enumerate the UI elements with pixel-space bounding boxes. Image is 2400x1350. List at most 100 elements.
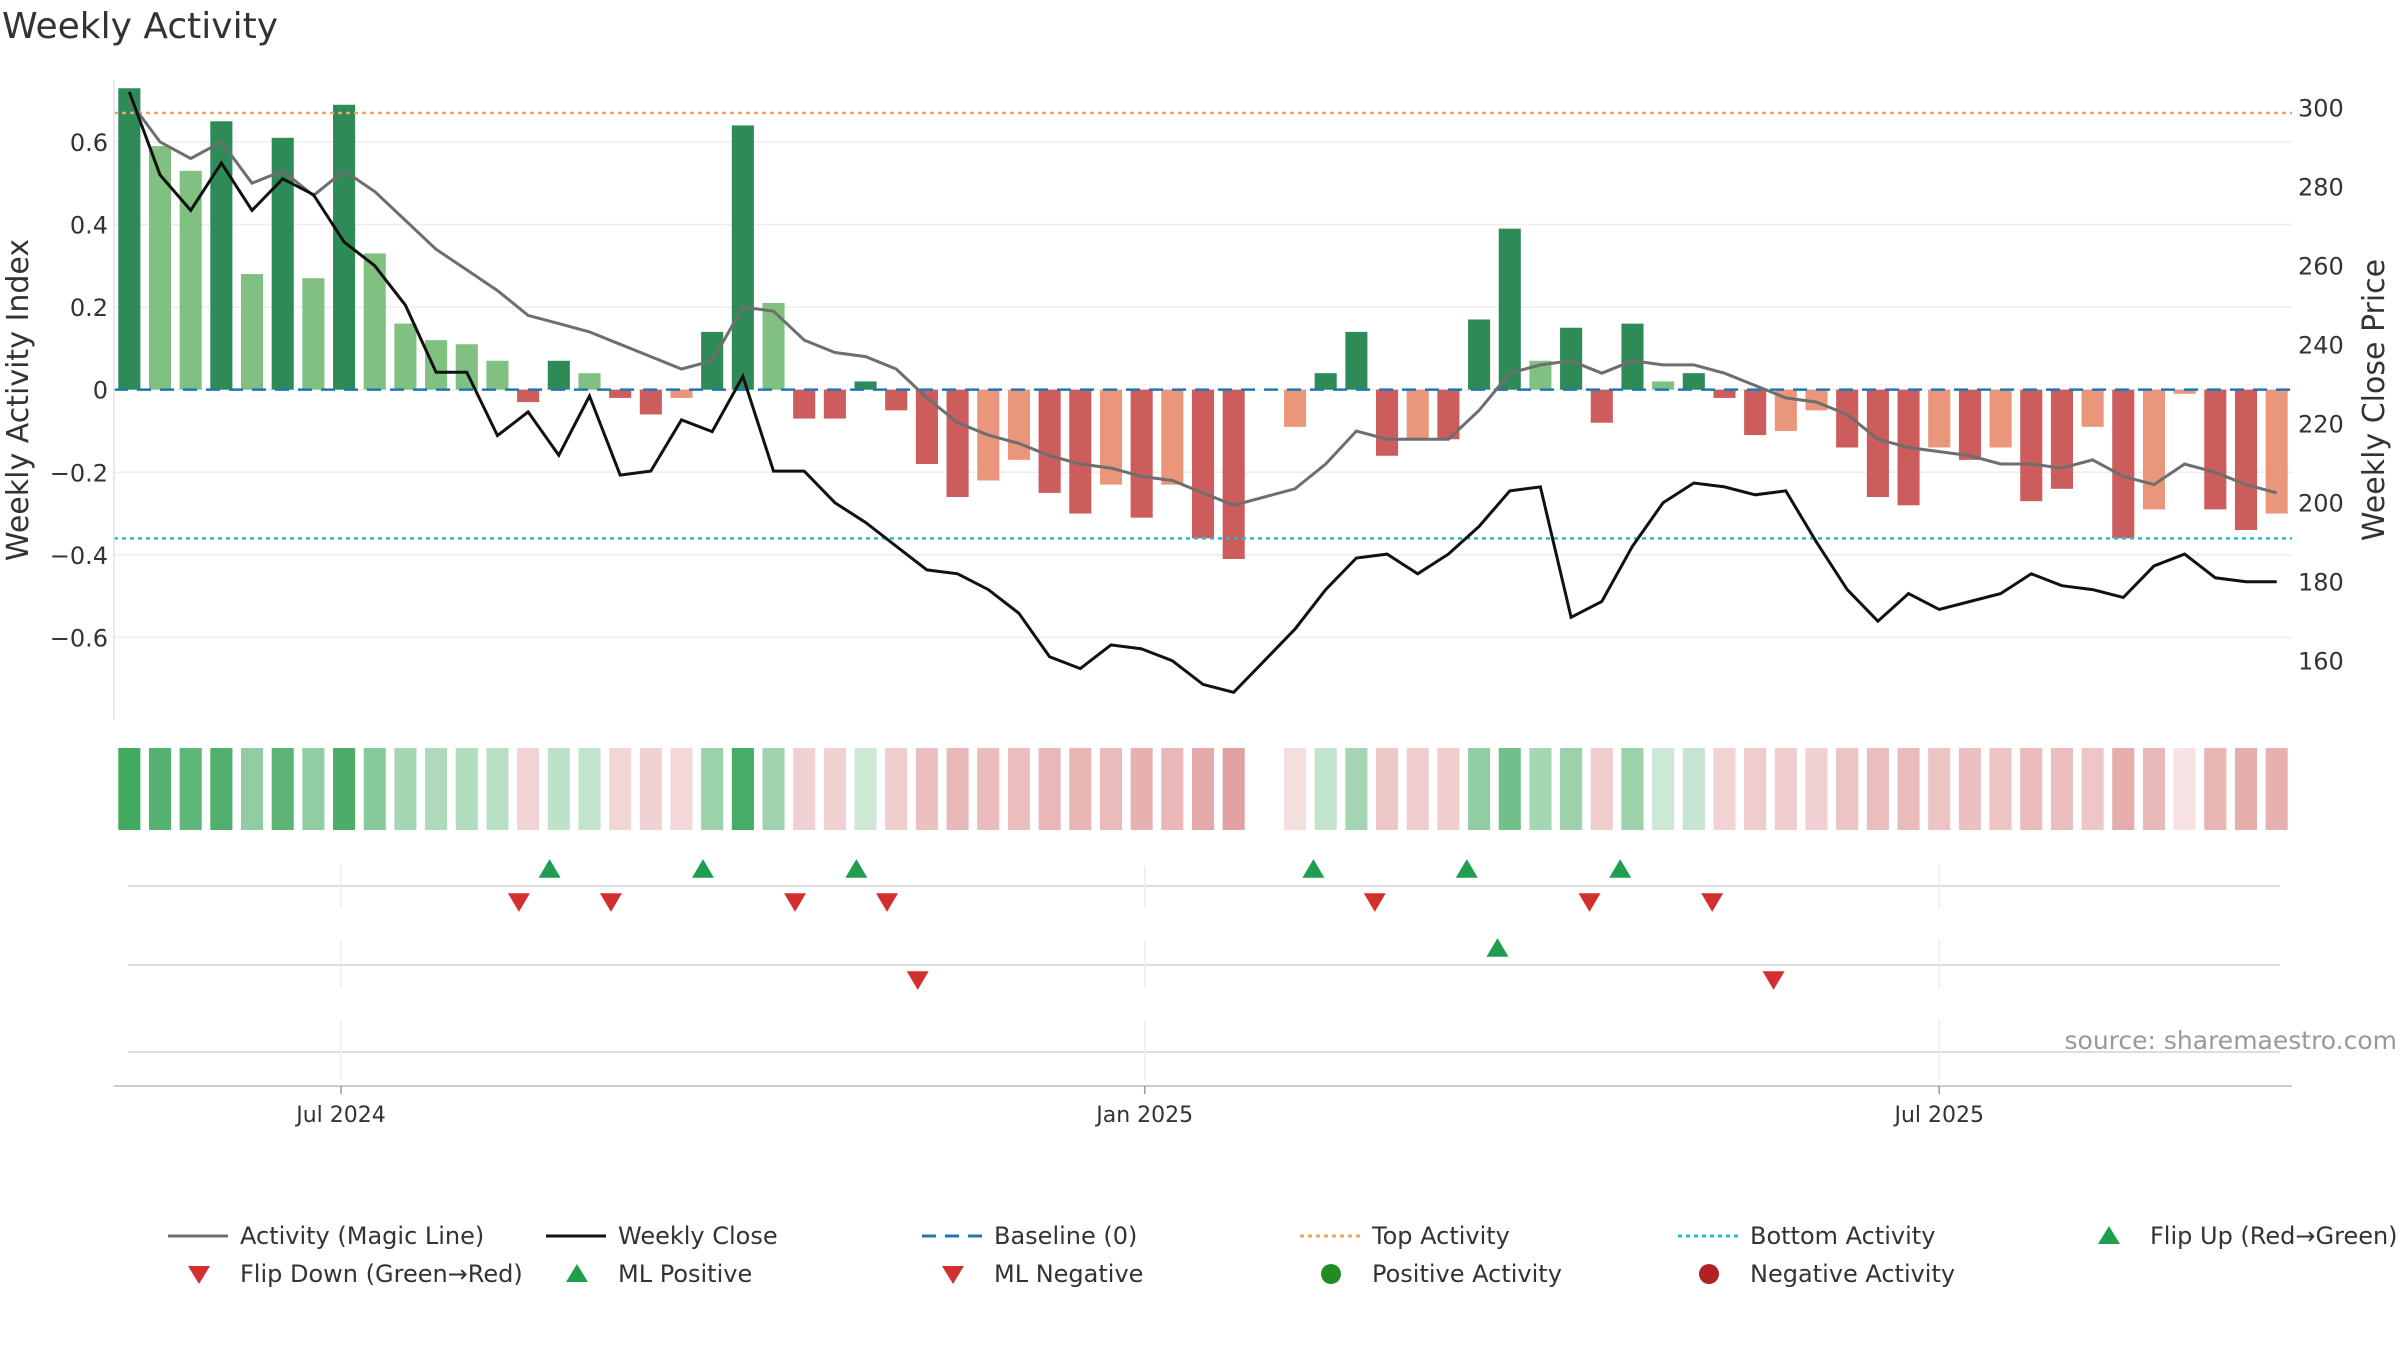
activity-bar: [1498, 228, 1521, 390]
x-tick-label: Jul 2024: [294, 1103, 386, 1128]
heat-cell: [1928, 748, 1951, 830]
heat-cell: [425, 748, 448, 830]
activity-bar: [793, 389, 816, 419]
activity-bar: [271, 137, 294, 390]
activity-bar: [302, 278, 325, 390]
activity-bar: [1560, 327, 1583, 390]
weekly-close-line: [127, 91, 2277, 694]
heat-cell: [2234, 748, 2258, 830]
heat-cell: [179, 748, 202, 830]
activity-bar: [2142, 389, 2166, 510]
heat-cell: [2112, 748, 2135, 830]
heat-cell: [1314, 748, 1337, 830]
flip-down-marker: [876, 893, 899, 912]
ml-negative-marker: [906, 971, 929, 990]
activity-bar: [885, 389, 908, 411]
y2-tick-label: 220: [2298, 411, 2344, 439]
legend-swatch: [942, 1266, 964, 1284]
activity-bar: [394, 323, 417, 390]
heat-cell: [2204, 748, 2227, 830]
activity-bar: [1038, 389, 1061, 493]
heat-cell: [2020, 748, 2043, 830]
heat-cell: [1406, 748, 1429, 830]
heat-cell: [1283, 748, 1307, 830]
y2-tick-label: 180: [2298, 569, 2344, 597]
activity-bar: [1345, 331, 1368, 390]
activity-bar: [1682, 373, 1705, 390]
legend-label: Positive Activity: [1372, 1260, 1562, 1288]
activity-bar: [1713, 389, 1736, 398]
heat-cell: [1652, 748, 1675, 830]
ml-positive-marker: [1486, 938, 1509, 957]
heat-cell: [1590, 748, 1613, 830]
activity-bar: [1468, 319, 1491, 390]
heat-cell: [731, 748, 754, 830]
y2-tick-label: 280: [2298, 174, 2344, 202]
activity-bar: [1652, 381, 1675, 390]
activity-bar: [762, 302, 785, 390]
y2-tick-label: 240: [2298, 332, 2344, 360]
activity-bar: [2020, 389, 2043, 502]
legend-swatch: [566, 1264, 588, 1282]
activity-bar: [1161, 389, 1184, 485]
heat-cell: [977, 748, 1000, 830]
heat-cell: [333, 748, 356, 830]
flip-down-marker: [1701, 893, 1724, 912]
activity-bar: [1314, 373, 1337, 390]
flip-down-marker: [599, 893, 622, 912]
ml-negative-marker: [1762, 971, 1785, 990]
heat-cell: [1774, 748, 1797, 830]
activity-bar: [148, 146, 172, 390]
heat-cell: [1069, 748, 1092, 830]
heat-cell: [1529, 748, 1552, 830]
heat-cell: [271, 748, 294, 830]
y-tick-label: 0.2: [70, 294, 108, 322]
chart-title: Weekly Activity: [2, 6, 278, 47]
heat-cell: [1191, 748, 1215, 830]
heat-cell: [1897, 748, 1920, 830]
heat-cell: [915, 748, 938, 830]
legend-label: Flip Down (Green→Red): [240, 1260, 523, 1288]
activity-bar: [118, 88, 141, 390]
legend-label: Bottom Activity: [1750, 1222, 1935, 1250]
heat-cell: [1345, 748, 1368, 830]
y-tick-label: −0.6: [50, 624, 108, 652]
activity-bar: [1069, 389, 1092, 514]
activity-bar: [1989, 389, 2012, 448]
heat-cell: [2081, 748, 2104, 830]
legend-swatch: [1699, 1264, 1719, 1284]
flip-up-marker: [1609, 859, 1632, 878]
heat-cell: [148, 748, 172, 830]
heat-cell: [1958, 748, 1981, 830]
source-note: source: sharemaestro.com: [2065, 1026, 2398, 1055]
heat-cell: [363, 748, 386, 830]
activity-bar: [2050, 389, 2073, 489]
activity-bar: [1222, 389, 1245, 559]
heat-cell: [1682, 748, 1705, 830]
y2-tick-label: 160: [2298, 648, 2344, 676]
legend-swatch: [1321, 1264, 1341, 1284]
legend-label: Flip Up (Red→Green): [2150, 1222, 2398, 1250]
heat-cell: [210, 748, 233, 830]
y-tick-label: −0.4: [50, 542, 108, 570]
heat-cell: [1805, 748, 1828, 830]
heat-cell: [1989, 748, 2012, 830]
y-tick-label: 0: [93, 377, 108, 405]
activity-bar: [854, 381, 877, 390]
activity-bar: [455, 344, 478, 390]
heat-cell: [240, 748, 264, 830]
y2-tick-label: 260: [2298, 253, 2344, 281]
heat-cell: [1437, 748, 1460, 830]
heat-cell: [946, 748, 969, 830]
heat-cell: [2265, 748, 2288, 830]
activity-bar: [1866, 389, 1889, 498]
magic-line: [128, 99, 2278, 507]
activity-bar: [179, 170, 202, 390]
x-tick-label: Jan 2025: [1094, 1103, 1193, 1128]
activity-bar: [1376, 389, 1399, 456]
y2-tick-label: 200: [2298, 490, 2344, 518]
activity-bar: [1836, 389, 1859, 448]
legend-label: Negative Activity: [1750, 1260, 1955, 1288]
flip-up-marker: [1302, 859, 1325, 878]
